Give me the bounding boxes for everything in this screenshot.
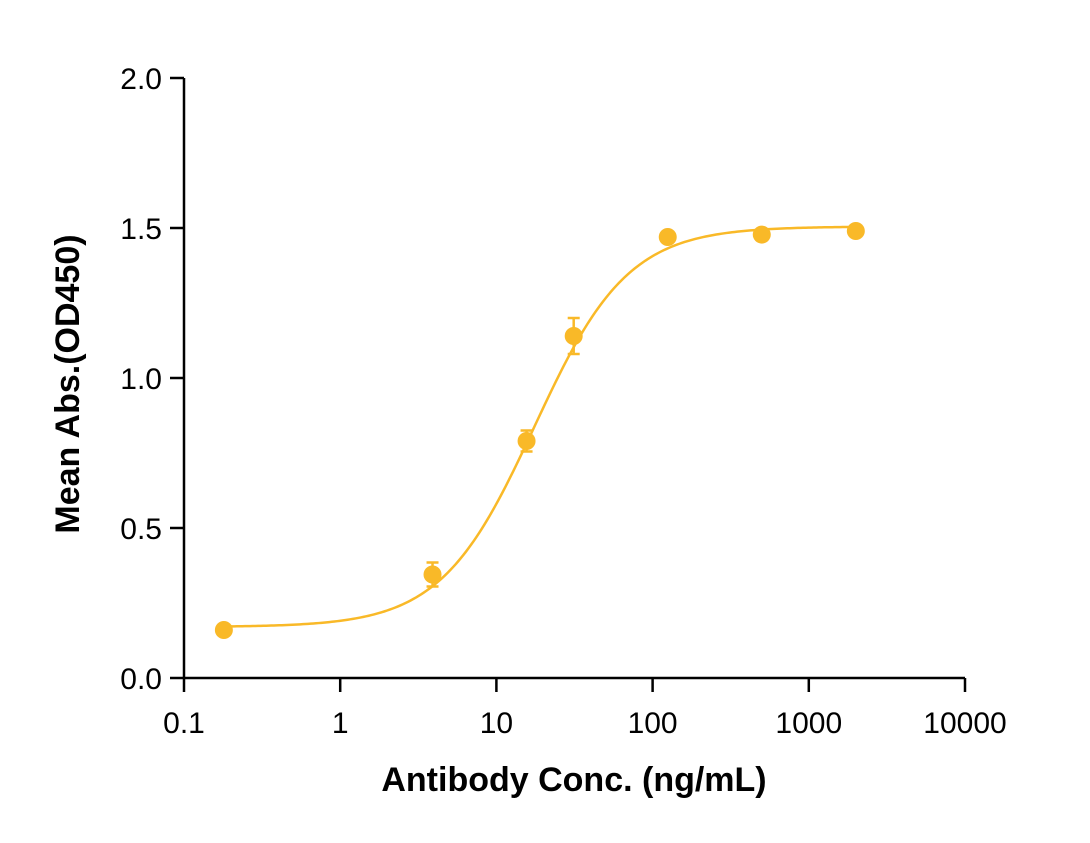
axes: 0.0 0.5 1.0 1.5 2.0 0.1 1 10 100 1000 10000 [120, 63, 1006, 740]
y-axis-title: Mean Abs.(OD450) [49, 234, 87, 533]
y-tick-label: 1.0 [120, 363, 162, 396]
data-point [752, 225, 771, 244]
data-point [214, 621, 233, 639]
y-tick-label: 0.5 [120, 513, 162, 546]
x-tick-label: 0.1 [163, 707, 205, 740]
x-tick-label: 10 [480, 707, 513, 740]
data-point [423, 565, 442, 584]
fit-curve [223, 225, 856, 628]
y-tick-label: 1.5 [120, 213, 162, 246]
x-tick-label: 1000 [775, 707, 842, 740]
fit-curve-group [223, 225, 856, 628]
data-point [517, 432, 536, 450]
y-tick-label: 0.0 [120, 663, 162, 696]
data-point [564, 327, 583, 345]
x-tick-label: 1 [332, 707, 349, 740]
x-axis-title: Antibody Conc. (ng/mL) [381, 761, 766, 799]
data-points-group [214, 222, 865, 639]
data-point [658, 228, 677, 246]
y-tick-label: 2.0 [120, 63, 162, 96]
x-tick-label: 10000 [923, 707, 1006, 740]
x-tick-label: 100 [628, 707, 678, 740]
data-point [846, 222, 865, 240]
